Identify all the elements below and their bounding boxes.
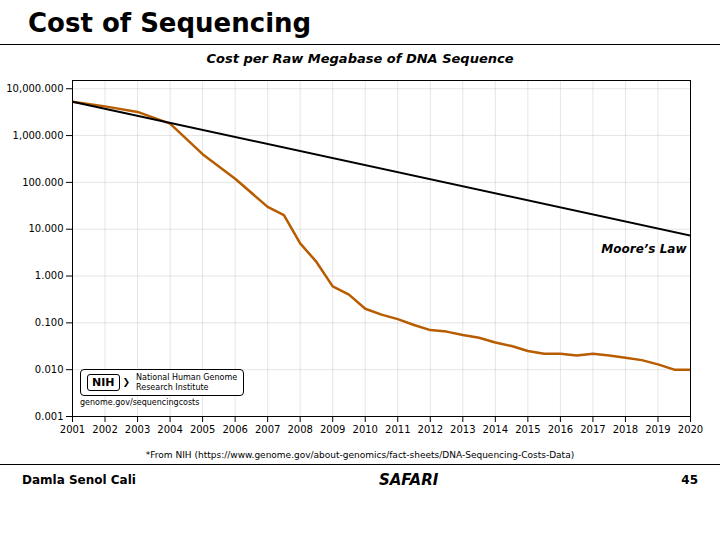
svg-text:0.010: 0.010 — [35, 364, 64, 375]
html-text:Cost of Sequencing: Cost of Sequencing — [28, 8, 312, 38]
svg-text:2007: 2007 — [255, 424, 280, 435]
svg-text:2004: 2004 — [157, 424, 182, 435]
html-text:45: 45 — [681, 473, 698, 487]
svg-text:2012: 2012 — [418, 424, 443, 435]
svg-text:2015: 2015 — [515, 424, 540, 435]
svg-text:2013: 2013 — [450, 424, 475, 435]
svg-text:2002: 2002 — [92, 424, 117, 435]
svg-text:2009: 2009 — [320, 424, 345, 435]
svg-text:1,000.000: 1,000.000 — [13, 130, 64, 141]
svg-text:2001: 2001 — [60, 424, 85, 435]
svg-text:2016: 2016 — [548, 424, 573, 435]
svg-text:2006: 2006 — [222, 424, 247, 435]
svg-text:10.000: 10.000 — [29, 223, 64, 234]
svg-text:2014: 2014 — [483, 424, 508, 435]
html-text:SAFARI: SAFARI — [378, 471, 439, 489]
svg-text:2008: 2008 — [287, 424, 312, 435]
html-text:Research Institute: Research Institute — [136, 382, 209, 392]
svg-text:2010: 2010 — [353, 424, 378, 435]
html-text:Damla Senol Cali: Damla Senol Cali — [22, 473, 136, 487]
svg-text:2018: 2018 — [613, 424, 638, 435]
svg-text:100.000: 100.000 — [22, 177, 63, 188]
svg-text:0.001: 0.001 — [35, 411, 64, 422]
html-text:genome.gov/sequencingcosts: genome.gov/sequencingcosts — [80, 398, 200, 408]
svg-text:2003: 2003 — [125, 424, 150, 435]
html-text:Cost per Raw Megabase of DNA S: Cost per Raw Megabase of DNA Sequence — [206, 51, 514, 66]
html-text:National Human Genome: National Human Genome — [136, 373, 238, 383]
svg-text:Moore’s Law: Moore’s Law — [601, 242, 687, 256]
svg-text:0.100: 0.100 — [35, 317, 64, 328]
html-text:*From NIH (https://www.genome.: *From NIH (https://www.genome.gov/about-… — [145, 450, 575, 460]
svg-text:2005: 2005 — [190, 424, 215, 435]
svg-text:2019: 2019 — [645, 424, 670, 435]
html-text:NIH: NIH — [92, 376, 115, 390]
svg-text:2011: 2011 — [385, 424, 410, 435]
svg-text:2017: 2017 — [580, 424, 605, 435]
svg-text:2020: 2020 — [678, 424, 703, 435]
svg-text:1.000: 1.000 — [35, 270, 64, 281]
svg-text:10,000.000: 10,000.000 — [6, 83, 63, 94]
